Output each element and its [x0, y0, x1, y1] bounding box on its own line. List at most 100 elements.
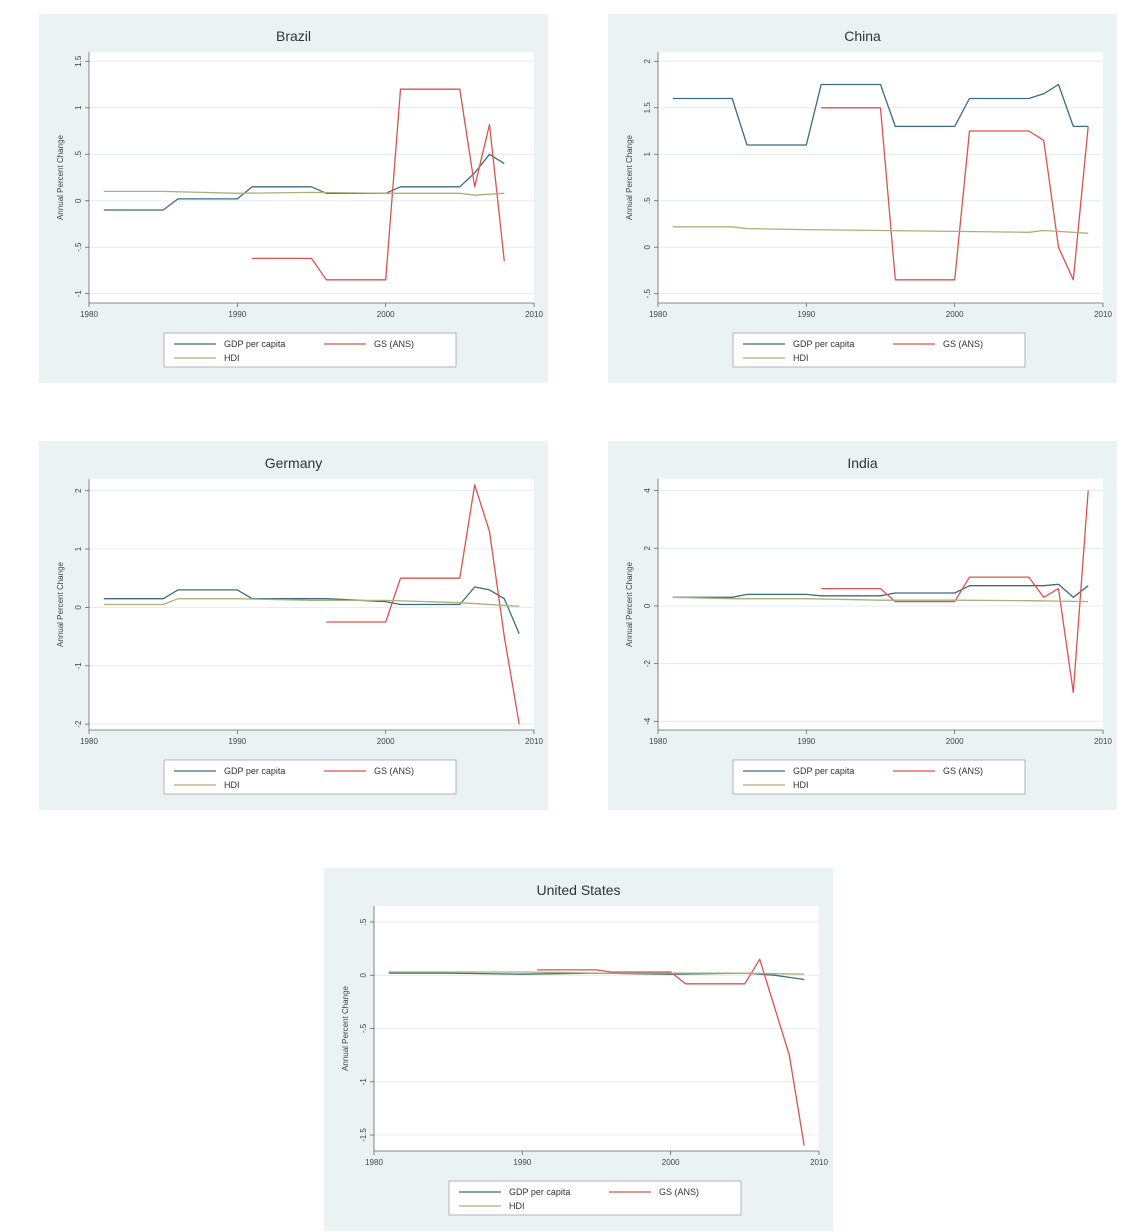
chart-panel-united-states: United States .5 0 -.5 -1 -1.5 1980 1990 2000 201… — [324, 868, 833, 1231]
chart-india: India 4 2 0 -2 -4 1980 1990 2000 2010 Annual Perce… — [625, 455, 1112, 795]
y-tick-label: -1 — [74, 662, 83, 670]
series-line-gdp-per-capita — [672, 83, 1089, 146]
y-tick-label: .5 — [74, 150, 83, 157]
plot-area — [89, 52, 534, 303]
series-line-hdi — [672, 596, 1089, 603]
series-line-gs-ans — [821, 107, 1089, 281]
y-tick-label: 2 — [74, 488, 83, 493]
chart-title: United States — [536, 882, 620, 898]
series-line-gs-ans — [252, 88, 505, 281]
x-tick-label: 2000 — [377, 737, 395, 746]
series-line-gs-ans — [821, 490, 1089, 694]
y-tick-label: .5 — [643, 197, 652, 204]
chart-panel-india: India 4 2 0 -2 -4 1980 1990 2000 2010 Annual Perce… — [608, 441, 1117, 810]
y-tick-label: -.5 — [359, 1023, 368, 1033]
legend-label-gdp-per-capita: GDP per capita — [224, 766, 285, 776]
y-tick-label: -.5 — [74, 242, 83, 252]
legend — [732, 759, 1026, 795]
series-line-hdi — [388, 971, 805, 975]
x-tick-label: 2000 — [946, 737, 964, 746]
chart-germany: Germany 2 1 0 -1 -2 1980 1990 2000 2010 Annual Per… — [56, 455, 543, 795]
chart-title: Brazil — [276, 28, 311, 44]
y-tick-label: 1 — [74, 546, 83, 551]
legend — [163, 759, 457, 795]
x-tick-label: 1980 — [649, 737, 667, 746]
x-tick-label: 1990 — [228, 737, 246, 746]
chart-title: Germany — [265, 455, 323, 471]
legend — [448, 1180, 742, 1216]
x-tick-label: 2000 — [377, 310, 395, 319]
x-tick-label: 2010 — [1094, 310, 1112, 319]
legend-label-hdi: HDI — [793, 353, 809, 363]
x-tick-label: 1980 — [365, 1158, 383, 1167]
y-tick-label: 1 — [643, 151, 652, 156]
y-tick-label: 0 — [643, 244, 652, 249]
series-line-gdp-per-capita — [672, 583, 1089, 598]
chart-united-states: United States .5 0 -.5 -1 -1.5 1980 1990 2000 201… — [341, 882, 828, 1216]
x-tick-label: 2010 — [810, 1158, 828, 1167]
plot-area — [658, 479, 1103, 730]
y-tick-label: 1 — [74, 105, 83, 110]
y-tick-label: 0 — [74, 605, 83, 610]
x-tick-label: 2010 — [1094, 737, 1112, 746]
legend-label-gdp-per-capita: GDP per capita — [793, 766, 854, 776]
legend-label-hdi: HDI — [224, 780, 240, 790]
series-line-hdi — [103, 598, 520, 607]
series-line-hdi — [672, 226, 1089, 234]
legend-label-gdp-per-capita: GDP per capita — [793, 339, 854, 349]
y-tick-label: 0 — [643, 603, 652, 608]
chart-panel-brazil: Brazil 1.5 1.5 0 -.5 -1 1980 1990 2000 2010 Annual… — [39, 14, 548, 383]
x-tick-label: 1990 — [797, 737, 815, 746]
legend-label-gdp-per-capita: GDP per capita — [509, 1187, 570, 1197]
y-tick-label: 0 — [359, 972, 368, 977]
series-line-gdp-per-capita — [388, 972, 805, 981]
x-tick-label: 2000 — [946, 310, 964, 319]
y-tick-label: -4 — [643, 717, 652, 725]
y-axis-label: Annual Percent Change — [341, 985, 350, 1071]
y-tick-label: -2 — [643, 660, 652, 668]
y-tick-label: 2 — [643, 545, 652, 550]
x-tick-label: 1990 — [513, 1158, 531, 1167]
x-tick-label: 1980 — [80, 737, 98, 746]
legend-label-gs-ans: GS (ANS) — [374, 766, 414, 776]
legend — [163, 332, 457, 368]
x-tick-label: 2000 — [662, 1158, 680, 1167]
plot-area — [658, 52, 1103, 303]
chart-panel-germany: Germany 2 1 0 -1 -2 1980 1990 2000 2010 Annual Per… — [39, 441, 548, 810]
x-tick-label: 1990 — [797, 310, 815, 319]
legend-label-gs-ans: GS (ANS) — [943, 339, 983, 349]
x-tick-label: 1980 — [80, 310, 98, 319]
chart-panel-china: China 2 1.5 1.5 0 -.5 1980 1990 2000 2010 Annual P… — [608, 14, 1117, 383]
y-tick-label: 0 — [74, 198, 83, 203]
legend-label-hdi: HDI — [224, 353, 240, 363]
x-tick-label: 2010 — [525, 310, 543, 319]
y-axis-label: Annual Percent Change — [56, 134, 65, 220]
legend-label-gs-ans: GS (ANS) — [659, 1187, 699, 1197]
y-tick-label: -2 — [74, 720, 83, 728]
y-axis-label: Annual Percent Change — [625, 561, 634, 647]
chart-title: China — [844, 28, 881, 44]
legend-label-hdi: HDI — [509, 1201, 525, 1211]
legend-label-gs-ans: GS (ANS) — [943, 766, 983, 776]
y-tick-label: -1.5 — [359, 1128, 368, 1142]
legend — [732, 332, 1026, 368]
y-axis-label: Annual Percent Change — [625, 134, 634, 220]
x-tick-label: 1980 — [649, 310, 667, 319]
y-tick-label: -.5 — [643, 288, 652, 298]
y-tick-label: 2 — [643, 59, 652, 64]
legend-label-hdi: HDI — [793, 780, 809, 790]
x-tick-label: 2010 — [525, 737, 543, 746]
y-axis-label: Annual Percent Change — [56, 561, 65, 647]
x-tick-label: 1990 — [228, 310, 246, 319]
series-line-gs-ans — [537, 958, 805, 1146]
legend-label-gs-ans: GS (ANS) — [374, 339, 414, 349]
series-line-hdi — [103, 190, 505, 196]
y-tick-label: 1.5 — [643, 102, 652, 114]
y-tick-label: -1 — [74, 290, 83, 298]
y-tick-label: 4 — [643, 488, 652, 493]
series-line-gdp-per-capita — [103, 153, 505, 211]
legend-label-gdp-per-capita: GDP per capita — [224, 339, 285, 349]
y-tick-label: 1.5 — [74, 55, 83, 67]
